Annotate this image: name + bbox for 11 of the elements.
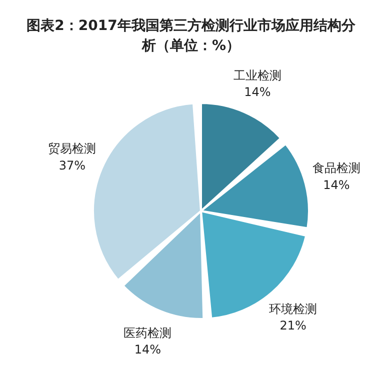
slice-label: 医药检测 — [124, 326, 172, 340]
data-label: 37% — [58, 158, 86, 172]
data-label: 21% — [280, 318, 306, 333]
chart-title: 图表2：2017年我国第三方检测行业市场应用结构分析（单位：%） — [26, 16, 356, 56]
slice-label: 工业检测 — [233, 68, 282, 82]
slice-label: 食品检测 — [312, 161, 360, 176]
data-label: 14% — [134, 342, 161, 357]
slice-label: 贸易检测 — [48, 141, 96, 156]
data-label: 14% — [323, 178, 350, 192]
data-label: 14% — [244, 85, 271, 100]
slice-label: 环境检测 — [269, 302, 318, 316]
